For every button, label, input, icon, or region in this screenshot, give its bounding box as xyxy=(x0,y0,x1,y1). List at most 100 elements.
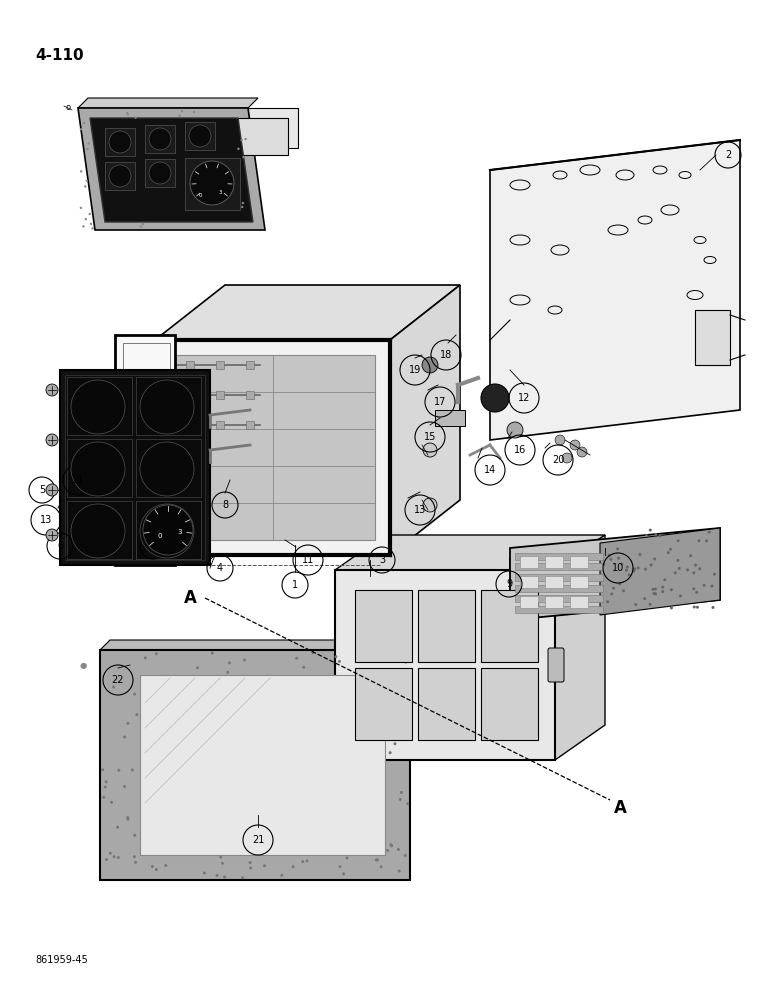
Circle shape xyxy=(123,735,126,738)
Circle shape xyxy=(250,866,252,869)
Circle shape xyxy=(241,206,243,208)
Circle shape xyxy=(669,548,672,551)
Circle shape xyxy=(711,606,714,609)
Circle shape xyxy=(633,568,636,571)
Circle shape xyxy=(179,114,181,117)
Circle shape xyxy=(639,553,641,556)
Circle shape xyxy=(110,801,113,804)
Circle shape xyxy=(83,122,86,124)
Circle shape xyxy=(654,592,657,595)
Circle shape xyxy=(140,225,142,228)
Circle shape xyxy=(109,165,131,187)
Polygon shape xyxy=(65,375,205,560)
Circle shape xyxy=(80,170,83,172)
Circle shape xyxy=(133,855,136,858)
FancyBboxPatch shape xyxy=(216,361,224,369)
FancyBboxPatch shape xyxy=(548,648,564,682)
Circle shape xyxy=(397,848,400,851)
FancyBboxPatch shape xyxy=(246,421,254,429)
Circle shape xyxy=(134,116,136,119)
Circle shape xyxy=(570,440,580,450)
Circle shape xyxy=(87,148,89,150)
Circle shape xyxy=(335,655,338,658)
Circle shape xyxy=(555,435,565,445)
Polygon shape xyxy=(90,118,253,222)
Circle shape xyxy=(625,569,628,572)
FancyBboxPatch shape xyxy=(515,585,603,592)
Polygon shape xyxy=(390,285,460,555)
Circle shape xyxy=(86,180,88,182)
Circle shape xyxy=(697,539,700,542)
Text: 9: 9 xyxy=(506,579,512,589)
Circle shape xyxy=(226,671,229,674)
Circle shape xyxy=(694,564,697,567)
Circle shape xyxy=(398,870,401,873)
Circle shape xyxy=(693,571,695,574)
Circle shape xyxy=(422,357,438,373)
Circle shape xyxy=(636,566,640,569)
Circle shape xyxy=(649,603,651,606)
Circle shape xyxy=(693,587,695,590)
Circle shape xyxy=(263,864,266,867)
Circle shape xyxy=(658,534,661,537)
Circle shape xyxy=(661,590,664,593)
FancyBboxPatch shape xyxy=(185,158,240,210)
Circle shape xyxy=(240,139,243,141)
Circle shape xyxy=(241,876,244,879)
FancyBboxPatch shape xyxy=(418,668,475,740)
Text: 17: 17 xyxy=(434,397,446,407)
Circle shape xyxy=(423,498,437,512)
Circle shape xyxy=(399,798,402,801)
Circle shape xyxy=(295,657,298,660)
Text: 13: 13 xyxy=(414,505,426,515)
Circle shape xyxy=(135,713,138,716)
Circle shape xyxy=(101,768,105,771)
Text: 7: 7 xyxy=(150,541,156,551)
FancyBboxPatch shape xyxy=(145,159,175,187)
Circle shape xyxy=(689,554,692,557)
FancyBboxPatch shape xyxy=(435,410,465,426)
Circle shape xyxy=(507,422,523,438)
FancyBboxPatch shape xyxy=(136,377,201,435)
Circle shape xyxy=(123,785,126,788)
Circle shape xyxy=(303,666,305,669)
Circle shape xyxy=(626,566,629,569)
Circle shape xyxy=(87,142,90,145)
Circle shape xyxy=(388,751,392,754)
Polygon shape xyxy=(100,640,420,650)
Text: 8: 8 xyxy=(222,500,228,510)
Circle shape xyxy=(109,131,131,153)
Text: 5: 5 xyxy=(39,485,45,495)
Polygon shape xyxy=(555,535,605,760)
FancyBboxPatch shape xyxy=(515,574,603,581)
Circle shape xyxy=(608,554,611,557)
Circle shape xyxy=(90,223,92,225)
Circle shape xyxy=(189,125,211,147)
Circle shape xyxy=(131,768,134,771)
Circle shape xyxy=(117,856,120,859)
Circle shape xyxy=(693,606,696,609)
FancyBboxPatch shape xyxy=(481,668,538,740)
FancyBboxPatch shape xyxy=(105,128,135,156)
Circle shape xyxy=(620,563,623,566)
Circle shape xyxy=(695,591,698,594)
Circle shape xyxy=(365,654,368,657)
Circle shape xyxy=(193,111,195,113)
Circle shape xyxy=(481,384,509,412)
Circle shape xyxy=(243,156,245,158)
Text: 22: 22 xyxy=(112,675,124,685)
Text: A: A xyxy=(183,589,197,607)
Circle shape xyxy=(686,568,689,571)
Circle shape xyxy=(676,559,679,562)
Circle shape xyxy=(376,858,379,861)
Circle shape xyxy=(196,666,199,669)
Circle shape xyxy=(84,185,87,188)
Circle shape xyxy=(149,128,171,150)
Polygon shape xyxy=(600,528,720,615)
FancyBboxPatch shape xyxy=(136,501,201,559)
Circle shape xyxy=(126,722,129,725)
Circle shape xyxy=(292,865,295,868)
FancyBboxPatch shape xyxy=(570,576,588,588)
Circle shape xyxy=(346,856,349,859)
Circle shape xyxy=(663,578,666,581)
